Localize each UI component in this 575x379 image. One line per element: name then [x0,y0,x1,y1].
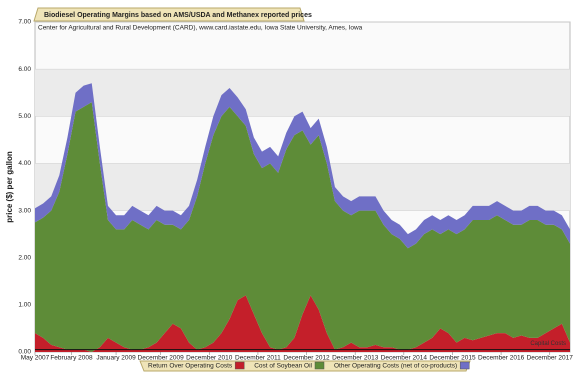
y-tick-label: 1.00 [18,302,31,309]
grid-band [35,69,570,117]
legend-swatch [234,361,245,370]
x-tick-label: December 2012 [283,355,330,362]
chart-subtitle: Center for Agricultural and Rural Develo… [38,25,363,32]
y-tick-label: 6.00 [18,66,31,73]
x-tick-label: May 2007 [21,355,50,362]
y-tick-label: 0.00 [18,349,31,356]
x-tick-label: December 2013 [332,355,379,362]
y-tick-label: 4.00 [18,160,31,167]
y-tick-label: 7.00 [18,19,31,26]
x-tick-label: December 2016 [478,355,525,362]
title-tab [33,7,305,22]
legend-swatch [314,361,325,370]
x-tick-label: December 2017 [527,355,574,362]
chart-title: Biodiesel Operating Margins based on AMS… [44,12,312,19]
area [35,295,570,352]
x-tick-label: December 2015 [429,355,476,362]
y-axis-label: price ($) per gallon [5,151,14,223]
legend-label: Other Operating Costs (net of co-product… [334,363,457,370]
x-tick-label: December 2010 [186,355,233,362]
x-tick-label: December 2011 [235,355,281,362]
x-tick-label: January 2009 [96,355,136,362]
legend-label: Return Over Operating Costs [148,363,233,370]
y-tick-label: 3.00 [18,207,31,214]
y-tick-label: 2.00 [18,254,31,261]
x-tick-label: December 2014 [381,355,428,362]
area [35,102,570,352]
legend-tab [139,360,471,372]
area [35,83,570,249]
legend-swatch [459,361,470,370]
x-tick-label: February 2008 [50,355,93,362]
annotation-label: Capital Costs [530,341,566,347]
y-tick-label: 5.00 [18,113,31,120]
legend-label: Cost of Soybean Oil [254,363,312,370]
x-tick-label: December 2009 [138,355,185,362]
